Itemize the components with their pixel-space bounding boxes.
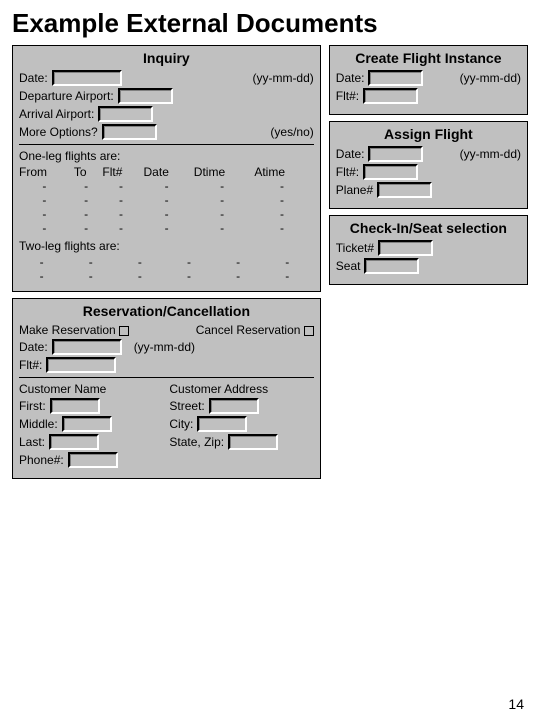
af-date-input[interactable] — [368, 146, 423, 162]
inquiry-date-hint: (yy-mm-dd) — [252, 71, 313, 85]
inquiry-date-label: Date: — [19, 71, 48, 85]
customer-addr-header: Customer Address — [169, 382, 313, 396]
af-flt-input[interactable] — [363, 164, 418, 180]
twoleg-label: Two-leg flights are: — [19, 239, 314, 253]
make-reservation-label: Make Reservation — [19, 323, 116, 337]
customer-name-header: Customer Name — [19, 382, 163, 396]
res-flt-input[interactable] — [46, 357, 116, 373]
cf-date-hint: (yy-mm-dd) — [460, 71, 521, 85]
last-label: Last: — [19, 435, 45, 449]
inquiry-panel: Inquiry Date: (yy-mm-dd) Departure Airpo… — [12, 45, 321, 292]
rescancel-title: Reservation/Cancellation — [19, 303, 314, 319]
table-row: ------ — [19, 207, 314, 221]
checkin-title: Check-In/Seat selection — [336, 220, 521, 236]
page-number: 14 — [508, 696, 524, 712]
col-flt: Flt# — [102, 165, 143, 179]
cf-flt-input[interactable] — [363, 88, 418, 104]
checkin-panel: Check-In/Seat selection Ticket# Seat — [329, 215, 528, 285]
phone-label: Phone#: — [19, 453, 64, 467]
seat-input[interactable] — [364, 258, 419, 274]
col-atime: Atime — [254, 165, 313, 179]
af-date-label: Date: — [336, 147, 365, 161]
inquiry-dep-input[interactable] — [118, 88, 173, 104]
table-row: ------ — [19, 179, 314, 193]
res-date-input[interactable] — [52, 339, 122, 355]
phone-input[interactable] — [68, 452, 118, 468]
cf-date-input[interactable] — [368, 70, 423, 86]
street-label: Street: — [169, 399, 204, 413]
col-to: To — [74, 165, 103, 179]
af-plane-input[interactable] — [377, 182, 432, 198]
inquiry-more-input[interactable] — [102, 124, 157, 140]
cf-flt-label: Flt#: — [336, 89, 359, 103]
table-row: ------ — [19, 193, 314, 207]
oneleg-label: One-leg flights are: — [19, 149, 314, 163]
inquiry-more-hint: (yes/no) — [270, 125, 313, 139]
middle-input[interactable] — [62, 416, 112, 432]
make-reservation-checkbox[interactable] — [119, 326, 129, 336]
city-input[interactable] — [197, 416, 247, 432]
separator — [19, 144, 314, 145]
assignflight-panel: Assign Flight Date: (yy-mm-dd) Flt#: Pla… — [329, 121, 528, 209]
table-row: ------ — [19, 221, 314, 235]
res-date-label: Date: — [19, 340, 48, 354]
middle-label: Middle: — [19, 417, 58, 431]
seat-label: Seat — [336, 259, 361, 273]
cancel-reservation-label: Cancel Reservation — [196, 323, 301, 337]
af-flt-label: Flt#: — [336, 165, 359, 179]
col-dtime: Dtime — [194, 165, 255, 179]
createflight-title: Create Flight Instance — [336, 50, 521, 66]
ticket-input[interactable] — [378, 240, 433, 256]
twoleg-table: ------ ------ — [19, 255, 314, 283]
inquiry-date-input[interactable] — [52, 70, 122, 86]
table-row: ------ — [19, 269, 314, 283]
cf-date-label: Date: — [336, 71, 365, 85]
cancel-reservation-checkbox[interactable] — [304, 326, 314, 336]
first-label: First: — [19, 399, 46, 413]
city-label: City: — [169, 417, 193, 431]
res-flt-label: Flt#: — [19, 358, 42, 372]
inquiry-dep-label: Departure Airport: — [19, 89, 114, 103]
rescancel-panel: Reservation/Cancellation Make Reservatio… — [12, 298, 321, 479]
table-row: ------ — [19, 255, 314, 269]
inquiry-title: Inquiry — [19, 50, 314, 66]
page-title: Example External Documents — [12, 8, 528, 39]
inquiry-more-label: More Options? — [19, 125, 98, 139]
inquiry-arr-input[interactable] — [98, 106, 153, 122]
col-date: Date — [144, 165, 194, 179]
af-plane-label: Plane# — [336, 183, 373, 197]
ticket-label: Ticket# — [336, 241, 374, 255]
createflight-panel: Create Flight Instance Date: (yy-mm-dd) … — [329, 45, 528, 115]
assignflight-title: Assign Flight — [336, 126, 521, 142]
separator — [19, 377, 314, 378]
street-input[interactable] — [209, 398, 259, 414]
statezip-label: State, Zip: — [169, 435, 224, 449]
res-date-hint: (yy-mm-dd) — [134, 340, 195, 354]
table-header-row: From To Flt# Date Dtime Atime — [19, 165, 314, 179]
statezip-input[interactable] — [228, 434, 278, 450]
col-from: From — [19, 165, 74, 179]
af-date-hint: (yy-mm-dd) — [460, 147, 521, 161]
first-input[interactable] — [50, 398, 100, 414]
inquiry-arr-label: Arrival Airport: — [19, 107, 94, 121]
last-input[interactable] — [49, 434, 99, 450]
oneleg-table: From To Flt# Date Dtime Atime ------ ---… — [19, 165, 314, 235]
